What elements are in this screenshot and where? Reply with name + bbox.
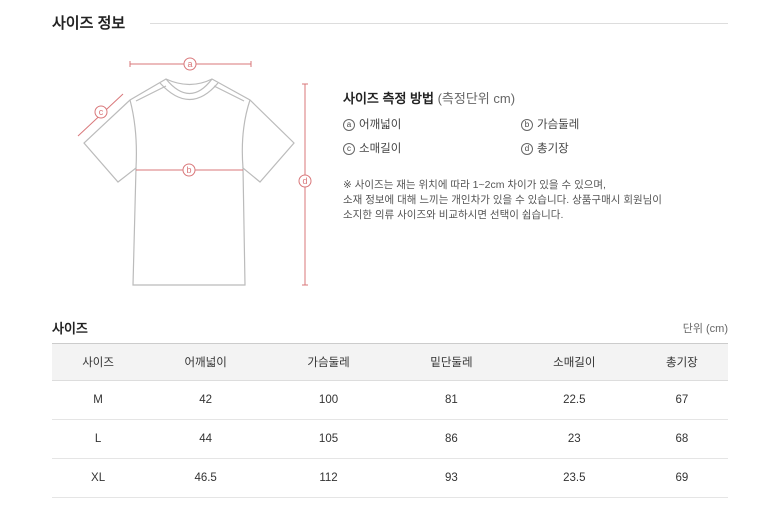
column-header: 총기장 <box>635 343 728 381</box>
table-cell: 22.5 <box>512 380 636 420</box>
column-header: 소매길이 <box>512 343 636 381</box>
table-cell: 112 <box>267 458 390 498</box>
label-d-marker <box>298 174 312 188</box>
table-row: L 44 105 86 23 68 <box>52 419 728 459</box>
table-cell: L <box>52 419 145 459</box>
table-cell: 69 <box>635 458 728 498</box>
label-b-marker <box>182 163 196 177</box>
legend-item: b 가슴둘레 <box>521 116 671 132</box>
table-cell: 67 <box>635 380 728 420</box>
table-cell: 44 <box>144 419 268 459</box>
table-cell: 86 <box>389 419 513 459</box>
table-cell: 68 <box>635 419 728 459</box>
table-cell: 100 <box>267 380 390 420</box>
tshirt-diagram: a b c d <box>77 57 312 286</box>
label-c: c <box>99 107 104 117</box>
method-title: 사이즈 측정 방법 (측정단위 cm) <box>343 91 516 106</box>
measurement-legend: a 어깨넓이 b 가슴둘레 c 소매길이 d 총기장 <box>343 116 671 156</box>
table-cell: M <box>52 380 145 420</box>
table-cell: 46.5 <box>144 458 268 498</box>
table-cell: 81 <box>389 380 513 420</box>
unit-label: 단위 (cm) <box>682 323 728 335</box>
label-a-marker <box>183 57 197 71</box>
table-cell: 23.5 <box>512 458 636 498</box>
table-row: M 42 100 81 22.5 67 <box>52 380 728 420</box>
table-row: XL 46.5 112 93 23.5 69 <box>52 458 728 498</box>
table-cell: 93 <box>389 458 513 498</box>
size-note: ※ 사이즈는 재는 위치에 따라 1~2cm 차이가 있을 수 있으며, 소재 정… <box>343 179 662 221</box>
label-c-marker <box>94 105 108 119</box>
table-cell: 42 <box>144 380 268 420</box>
table-cell: 105 <box>267 419 390 459</box>
column-header: 어깨넓이 <box>144 343 268 381</box>
legend-item: c 소매길이 <box>343 140 521 156</box>
legend-item: d 총기장 <box>521 140 671 156</box>
table-cell: 23 <box>512 419 636 459</box>
column-header: 밑단둘레 <box>389 343 513 381</box>
label-b: b <box>186 165 191 175</box>
size-table-title: 사이즈 <box>52 321 88 336</box>
size-table: 사이즈 어깨넓이 가슴둘레 밑단둘레 소매길이 총기장 M 42 100 81 22.5 67 L 44… <box>52 343 728 498</box>
column-header: 사이즈 <box>52 343 145 381</box>
column-header: 가슴둘레 <box>267 343 390 381</box>
label-d: d <box>302 176 307 186</box>
legend-item: a 어깨넓이 <box>343 116 521 132</box>
section-title: 사이즈 정보 <box>52 15 126 32</box>
label-a: a <box>187 59 192 69</box>
table-cell: XL <box>52 458 145 498</box>
divider <box>150 23 728 24</box>
